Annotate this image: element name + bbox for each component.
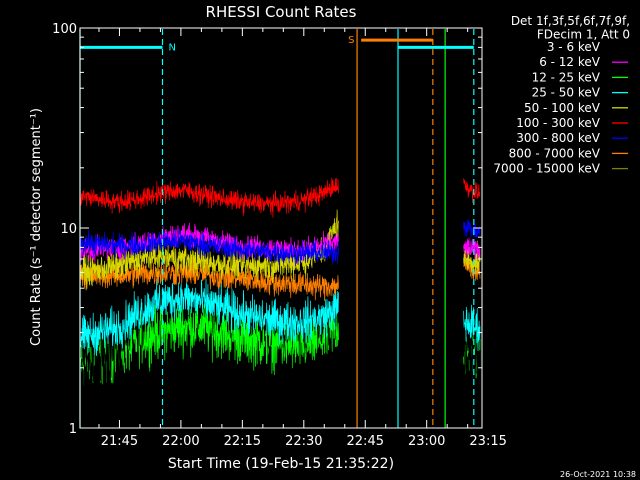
axes: 21:45 22:00 22:15 22:30 22:45 23:00 23:15 1 10 10…: [52, 22, 507, 449]
y-tick-label: 10: [60, 222, 77, 237]
annotation-label-S: S: [348, 35, 354, 46]
x-tick-label: 23:15: [469, 434, 506, 449]
chart-title: RHESSI Count Rates: [206, 3, 357, 21]
legend-label: 3 - 6 keV: [547, 40, 601, 54]
legend-label: 6 - 12 keV: [539, 55, 601, 69]
legend-label: 50 - 100 keV: [524, 101, 601, 115]
x-tick-label: 21:45: [101, 434, 138, 449]
legend-header-line: Det 1f,3f,5f,6f,7f,9f,: [511, 14, 630, 28]
legend-label: 7000 - 15000 keV: [493, 162, 600, 176]
footer-timestamp: 26-Oct-2021 10:38: [560, 470, 636, 479]
plot-frame: [79, 27, 483, 429]
legend-label: 300 - 800 keV: [516, 131, 600, 145]
series-line-300-800keV-part1: [79, 228, 339, 267]
series-line-100-300keV-part1: [79, 177, 339, 218]
legend-label: 12 - 25 keV: [532, 70, 601, 84]
x-tick-label: 23:00: [408, 434, 445, 449]
series-traces: [79, 177, 481, 400]
series-line-25-50keV-part1: [79, 278, 339, 357]
y-axis-label: Count Rate (s⁻¹ detector segment⁻¹): [29, 108, 44, 346]
series-line-25-50keV-part2: [463, 304, 481, 352]
series-line-300-800keV-part2: [463, 218, 481, 238]
x-tick-label: 22:00: [162, 434, 199, 449]
y-tick-label: 100: [52, 22, 77, 37]
x-tick-label: 22:15: [224, 434, 261, 449]
y-tick-label: 1: [69, 422, 77, 437]
x-tick-label: 22:45: [347, 434, 384, 449]
x-tick-label: 22:30: [285, 434, 322, 449]
series-line-50-100keV-part2: [463, 240, 481, 275]
x-axis-label: Start Time (19-Feb-15 21:35:22): [168, 456, 394, 472]
series-line-12-25keV-part1: [79, 297, 339, 386]
legend: Det 1f,3f,5f,6f,7f,9f,FDecim 1, Att 03 -…: [493, 14, 630, 176]
series-line-6-12keV-part2: [463, 237, 481, 260]
legend-label: 800 - 7000 keV: [509, 146, 601, 160]
series-line-100-300keV-part2: [463, 178, 481, 204]
legend-header-line: FDecim 1, Att 0: [537, 28, 630, 42]
series-line-3-6keV-part2: [463, 308, 481, 391]
legend-label: 100 - 300 keV: [516, 116, 600, 130]
annotation-label-N: N: [168, 42, 175, 53]
legend-label: 25 - 50 keV: [532, 86, 601, 100]
